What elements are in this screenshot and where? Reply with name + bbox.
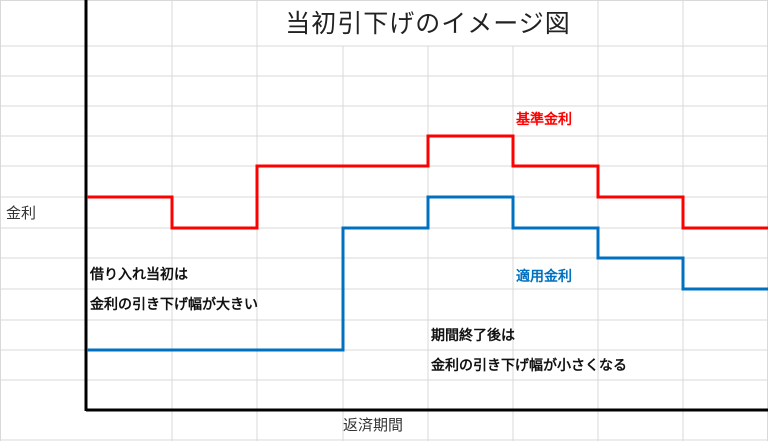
chart-title: 当初引下げのイメージ図 (285, 9, 571, 38)
early-note-line2: 金利の引き下げ幅が大きい (90, 297, 258, 313)
late-note-line2: 金利の引き下げ幅が小さくなる (431, 358, 627, 374)
applied-rate-label: 適用金利 (516, 269, 572, 285)
x-axis-label: 返済期間 (343, 416, 404, 434)
base-rate-label: 基準金利 (516, 112, 572, 128)
early-note-line1: 借り入れ当初は (90, 267, 188, 283)
late-note-line1: 期間終了後は (431, 328, 515, 344)
axes (84, 0, 768, 412)
base-rate-line (87, 134, 768, 230)
applied-rate-line (87, 195, 768, 352)
y-axis-label: 金利 (6, 204, 37, 222)
